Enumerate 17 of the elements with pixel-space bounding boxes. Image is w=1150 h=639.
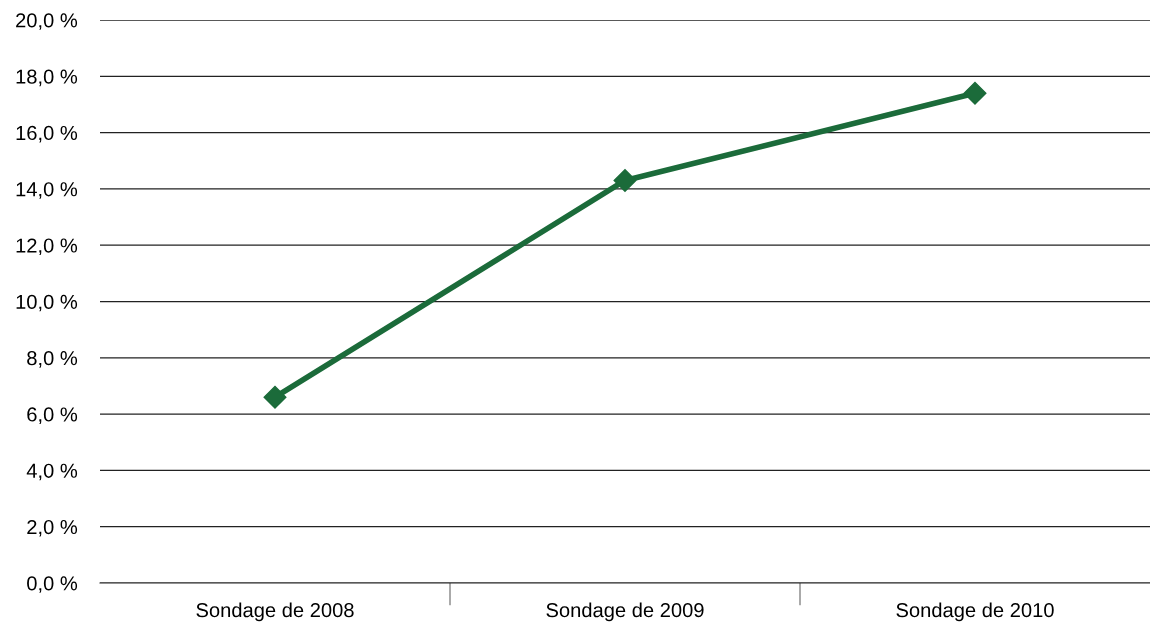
- point: [263, 385, 287, 409]
- y-tick-label: 2,0 %: [27, 519, 78, 537]
- y-tick-label: 4,0 %: [26, 463, 78, 481]
- y-tick-label: 0,0 %: [27, 576, 78, 593]
- y-tick-label: 8,0 %: [27, 351, 78, 368]
- point: [613, 168, 637, 192]
- x-tick-label: Sondage de 2009: [546, 602, 704, 622]
- y-tick-label: 16,0 %: [16, 125, 78, 143]
- y-tick-label: 18,0 %: [16, 69, 78, 87]
- y-tick-label: 20,0 %: [16, 13, 78, 30]
- y-tick-label: 6,0 %: [27, 407, 78, 424]
- point: [963, 81, 987, 105]
- y-tick-label: 10,0 %: [16, 294, 78, 312]
- y-tick-label: 14,0 %: [16, 182, 78, 199]
- x-tick-label: Sondage de 2008: [196, 602, 354, 622]
- y-tick-label: 12,0 %: [16, 238, 78, 256]
- x-tick-label: Sondage de 2010: [896, 602, 1054, 622]
